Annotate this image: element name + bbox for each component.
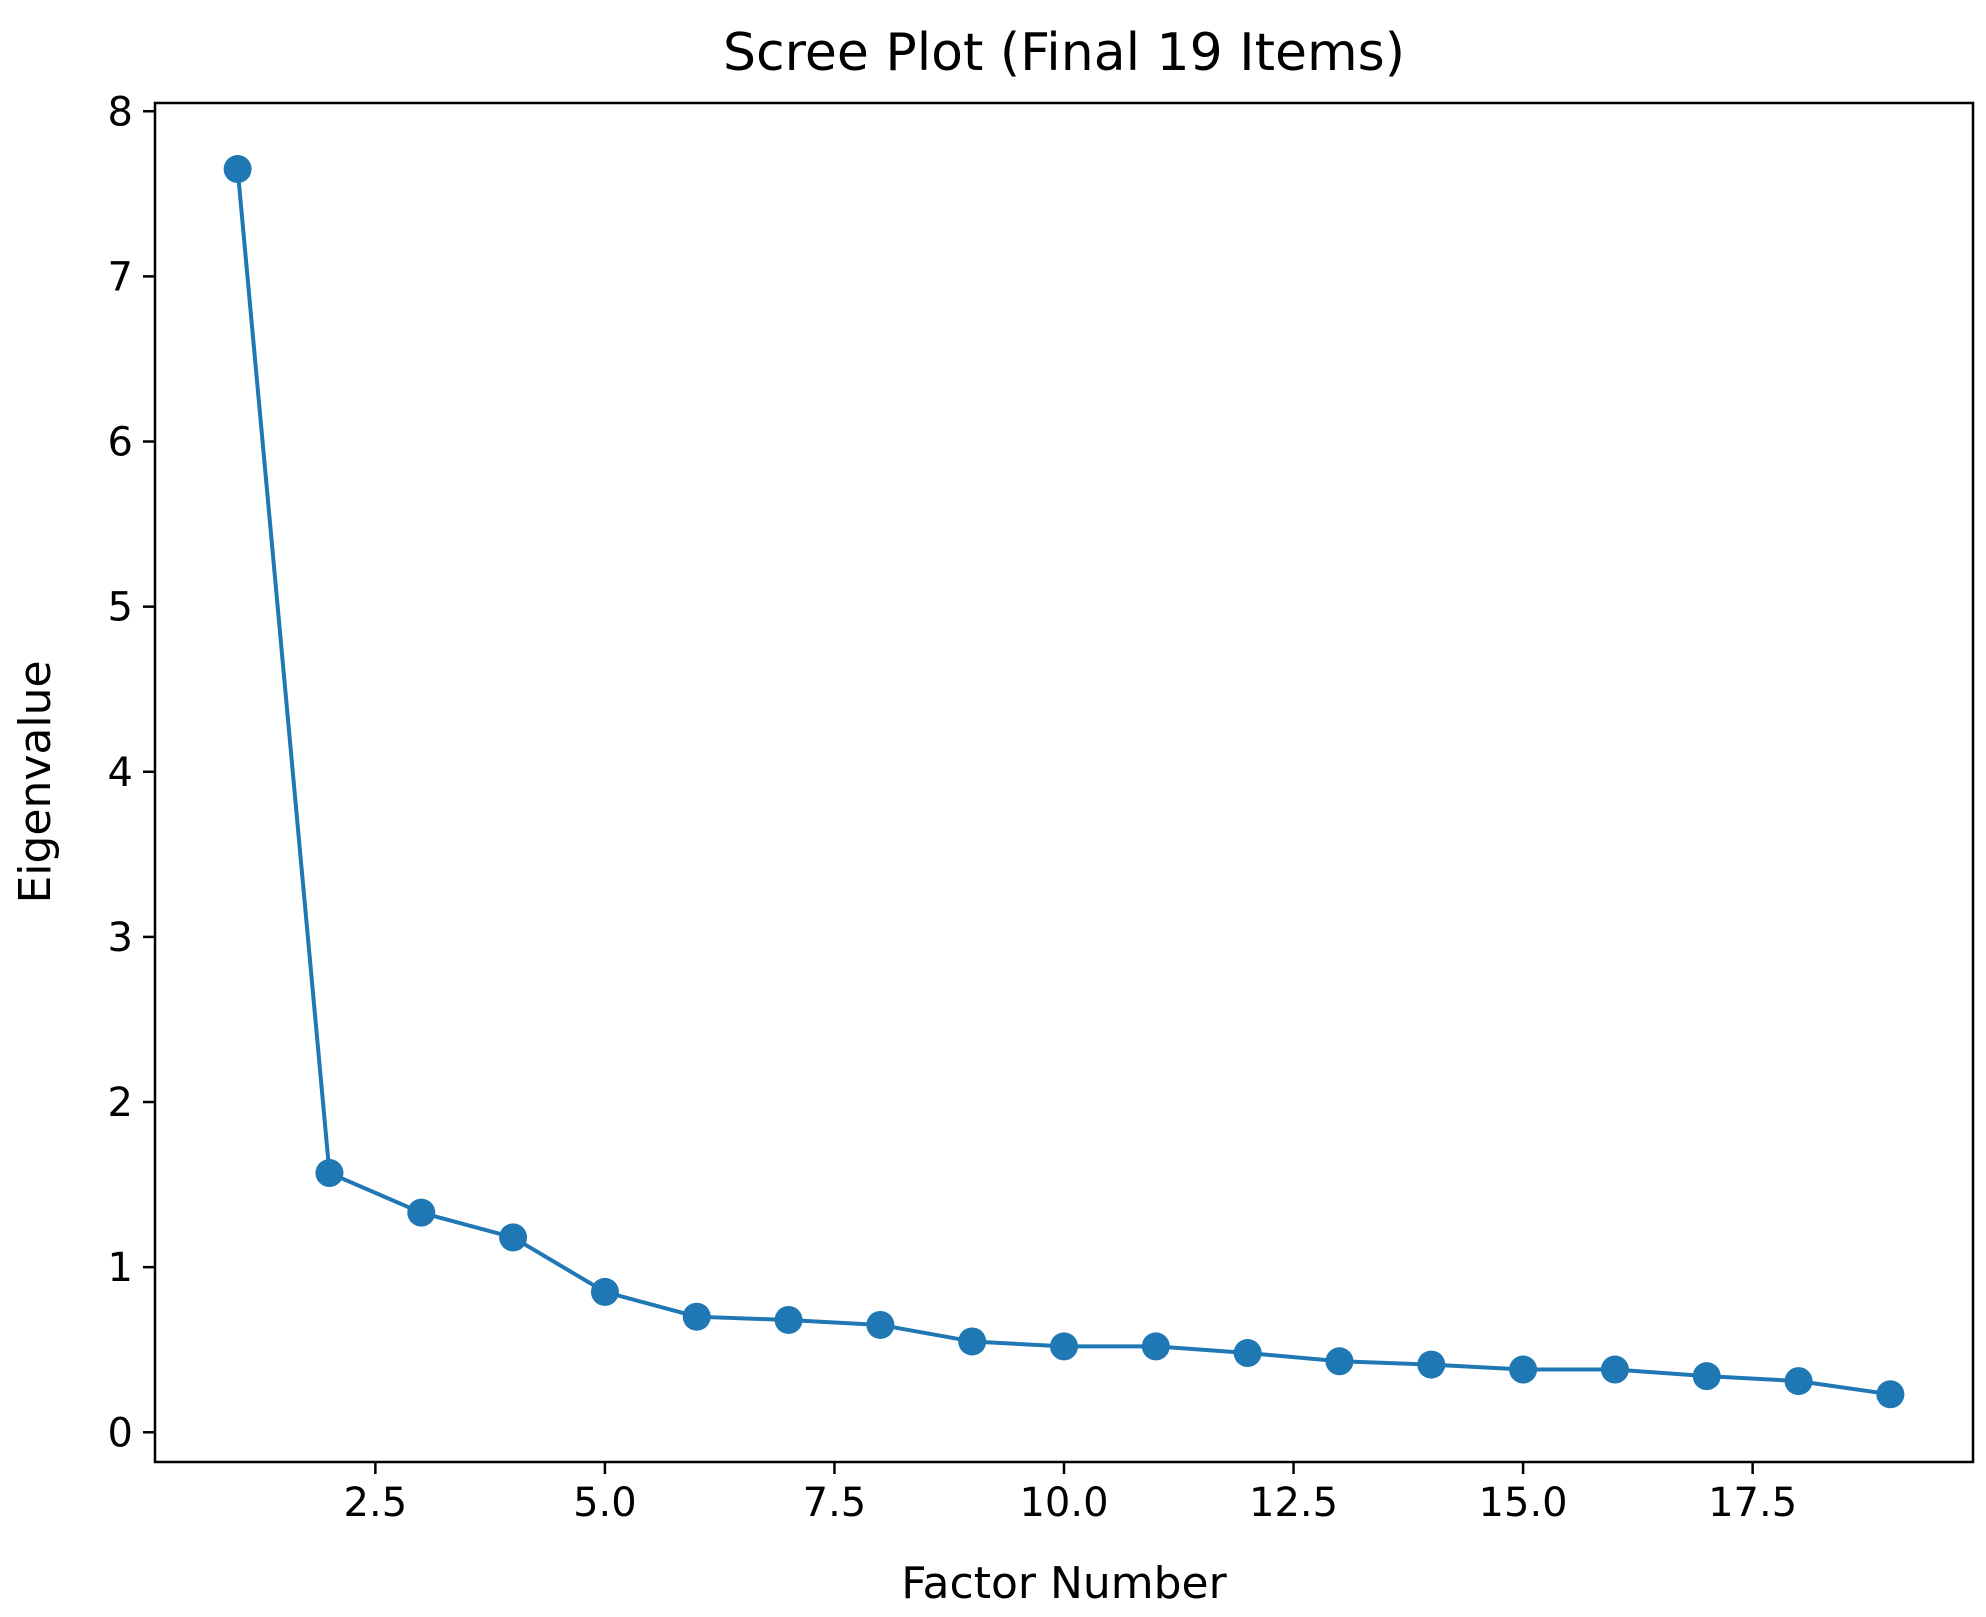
chart-title: Scree Plot (Final 19 Items) [723, 23, 1405, 83]
x-tick-label: 5.0 [573, 1480, 637, 1526]
series-layer [223, 155, 1905, 1409]
x-tick-label: 17.5 [1708, 1480, 1797, 1526]
data-point [1509, 1355, 1538, 1384]
data-point [1233, 1339, 1262, 1368]
data-point [407, 1198, 436, 1227]
x-axis-ticks: 2.5 5.0 7.5 10.0 12.5 15.0 17.5 [344, 1462, 1797, 1526]
data-point [223, 155, 252, 184]
data-point [1325, 1347, 1354, 1376]
data-point [682, 1302, 711, 1331]
data-point [315, 1159, 344, 1188]
y-tick-label: 3 [108, 915, 133, 961]
y-tick-label: 4 [108, 750, 133, 796]
data-point [590, 1277, 619, 1306]
y-axis-ticks: 0 1 2 3 4 5 6 7 8 [108, 89, 155, 1456]
data-point [1876, 1380, 1905, 1409]
x-tick-label: 2.5 [344, 1480, 408, 1526]
x-tick-label: 15.0 [1479, 1480, 1568, 1526]
data-point [774, 1305, 803, 1334]
data-point [1692, 1362, 1721, 1391]
data-point [1417, 1350, 1446, 1379]
y-tick-label: 2 [108, 1080, 133, 1126]
data-point [1600, 1355, 1629, 1384]
y-axis-title: Eigenvalue [10, 660, 61, 903]
x-axis-title: Factor Number [901, 1558, 1227, 1609]
y-tick-label: 5 [108, 585, 133, 631]
y-tick-label: 7 [108, 254, 133, 300]
y-tick-label: 8 [108, 89, 133, 135]
data-point [499, 1223, 528, 1252]
y-tick-label: 6 [108, 420, 133, 466]
data-point [1050, 1332, 1078, 1361]
y-tick-label: 0 [108, 1410, 133, 1456]
y-tick-label: 1 [108, 1245, 133, 1291]
x-tick-label: 12.5 [1249, 1480, 1338, 1526]
x-tick-label: 10.0 [1019, 1480, 1108, 1526]
data-point [866, 1310, 895, 1339]
data-point [1784, 1367, 1813, 1396]
data-point [958, 1327, 987, 1356]
x-tick-label: 7.5 [803, 1480, 867, 1526]
data-point [1141, 1332, 1170, 1361]
